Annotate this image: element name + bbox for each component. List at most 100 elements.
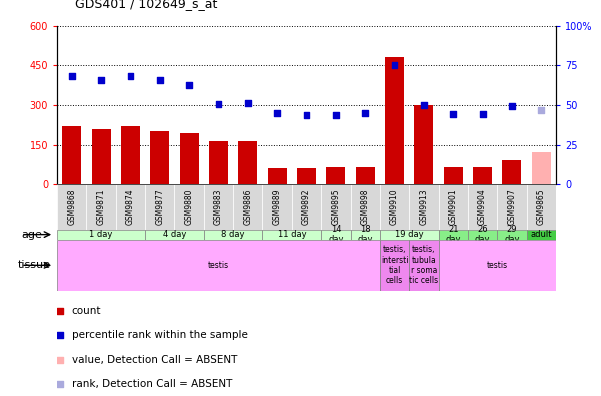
Bar bbox=[350, 230, 380, 240]
Point bbox=[126, 73, 135, 79]
Point bbox=[389, 62, 399, 69]
Bar bbox=[233, 184, 263, 230]
Bar bbox=[238, 141, 257, 184]
Bar bbox=[526, 184, 556, 230]
Point bbox=[155, 77, 165, 83]
Bar bbox=[297, 168, 316, 184]
Text: value, Detection Call = ABSENT: value, Detection Call = ABSENT bbox=[72, 354, 237, 365]
Point bbox=[67, 73, 76, 79]
Text: 8 day: 8 day bbox=[221, 230, 245, 239]
Text: 1 day: 1 day bbox=[90, 230, 113, 239]
Point bbox=[55, 308, 65, 314]
Bar bbox=[204, 184, 233, 230]
Bar bbox=[292, 184, 321, 230]
Text: testis: testis bbox=[208, 261, 229, 270]
Bar bbox=[380, 240, 409, 291]
Text: GSM9874: GSM9874 bbox=[126, 188, 135, 225]
Bar bbox=[180, 133, 199, 184]
Bar bbox=[209, 141, 228, 184]
Bar bbox=[468, 184, 497, 230]
Bar bbox=[116, 184, 145, 230]
Text: GSM9886: GSM9886 bbox=[243, 188, 252, 225]
Point bbox=[96, 77, 106, 83]
Bar bbox=[57, 240, 380, 291]
Text: GSM9868: GSM9868 bbox=[67, 188, 76, 225]
Text: GSM9880: GSM9880 bbox=[185, 188, 194, 225]
Text: GSM9877: GSM9877 bbox=[155, 188, 164, 225]
Text: 19 day: 19 day bbox=[395, 230, 424, 239]
Text: count: count bbox=[72, 306, 101, 316]
Text: GSM9883: GSM9883 bbox=[214, 188, 223, 225]
Text: GSM9892: GSM9892 bbox=[302, 188, 311, 225]
Bar bbox=[439, 240, 556, 291]
Text: 11 day: 11 day bbox=[278, 230, 306, 239]
Text: GSM9889: GSM9889 bbox=[273, 188, 282, 225]
Point bbox=[361, 110, 370, 116]
Point bbox=[537, 107, 546, 113]
Bar bbox=[526, 230, 556, 240]
Text: 18
day: 18 day bbox=[358, 225, 373, 244]
Point bbox=[507, 103, 517, 109]
Bar bbox=[409, 184, 439, 230]
Bar bbox=[57, 230, 145, 240]
Text: 14
day: 14 day bbox=[328, 225, 344, 244]
Bar bbox=[502, 160, 522, 184]
Point bbox=[478, 111, 487, 117]
Text: GSM9904: GSM9904 bbox=[478, 188, 487, 225]
Text: GSM9901: GSM9901 bbox=[449, 188, 458, 225]
Bar bbox=[174, 184, 204, 230]
Text: GSM9871: GSM9871 bbox=[97, 188, 106, 225]
Text: adult: adult bbox=[531, 230, 552, 239]
Bar bbox=[444, 167, 463, 184]
Point bbox=[302, 112, 311, 118]
Point bbox=[331, 112, 341, 118]
Point bbox=[55, 356, 65, 363]
Bar bbox=[380, 184, 409, 230]
Text: 4 day: 4 day bbox=[163, 230, 186, 239]
Bar bbox=[267, 168, 287, 184]
Bar bbox=[150, 131, 169, 184]
Point bbox=[272, 110, 282, 116]
Text: GSM9910: GSM9910 bbox=[390, 188, 399, 225]
Text: percentile rank within the sample: percentile rank within the sample bbox=[72, 330, 248, 341]
Bar bbox=[414, 105, 433, 184]
Bar bbox=[326, 167, 346, 184]
Bar bbox=[87, 184, 116, 230]
Bar bbox=[263, 184, 292, 230]
Text: rank, Detection Call = ABSENT: rank, Detection Call = ABSENT bbox=[72, 379, 232, 389]
Bar bbox=[204, 230, 263, 240]
Text: 21
day: 21 day bbox=[445, 225, 461, 244]
Point bbox=[243, 100, 252, 106]
Point bbox=[55, 381, 65, 387]
Text: 29
day: 29 day bbox=[504, 225, 520, 244]
Text: testis,
intersti
tial
cells: testis, intersti tial cells bbox=[381, 245, 408, 286]
Text: GSM9895: GSM9895 bbox=[331, 188, 340, 225]
Bar bbox=[380, 230, 439, 240]
Bar bbox=[439, 230, 468, 240]
Bar bbox=[532, 152, 551, 184]
Point bbox=[419, 102, 429, 108]
Point bbox=[448, 111, 458, 117]
Bar bbox=[121, 126, 140, 184]
Bar bbox=[91, 129, 111, 184]
Text: 26
day: 26 day bbox=[475, 225, 490, 244]
Text: tissue: tissue bbox=[18, 260, 51, 270]
Text: GSM9913: GSM9913 bbox=[419, 188, 429, 225]
Bar bbox=[409, 240, 439, 291]
Text: testis: testis bbox=[487, 261, 508, 270]
Text: testis,
tubula
r soma
tic cells: testis, tubula r soma tic cells bbox=[409, 245, 439, 286]
Bar bbox=[145, 230, 204, 240]
Point bbox=[214, 101, 224, 107]
Bar bbox=[263, 230, 321, 240]
Text: GSM9898: GSM9898 bbox=[361, 188, 370, 225]
Bar bbox=[321, 230, 350, 240]
Text: age: age bbox=[21, 230, 42, 240]
Text: GSM9907: GSM9907 bbox=[507, 188, 516, 225]
Text: GSM9865: GSM9865 bbox=[537, 188, 546, 225]
Point bbox=[185, 82, 194, 88]
Bar bbox=[63, 126, 81, 184]
Point bbox=[55, 332, 65, 339]
Text: GDS401 / 102649_s_at: GDS401 / 102649_s_at bbox=[75, 0, 218, 10]
Bar bbox=[439, 184, 468, 230]
Bar bbox=[350, 184, 380, 230]
